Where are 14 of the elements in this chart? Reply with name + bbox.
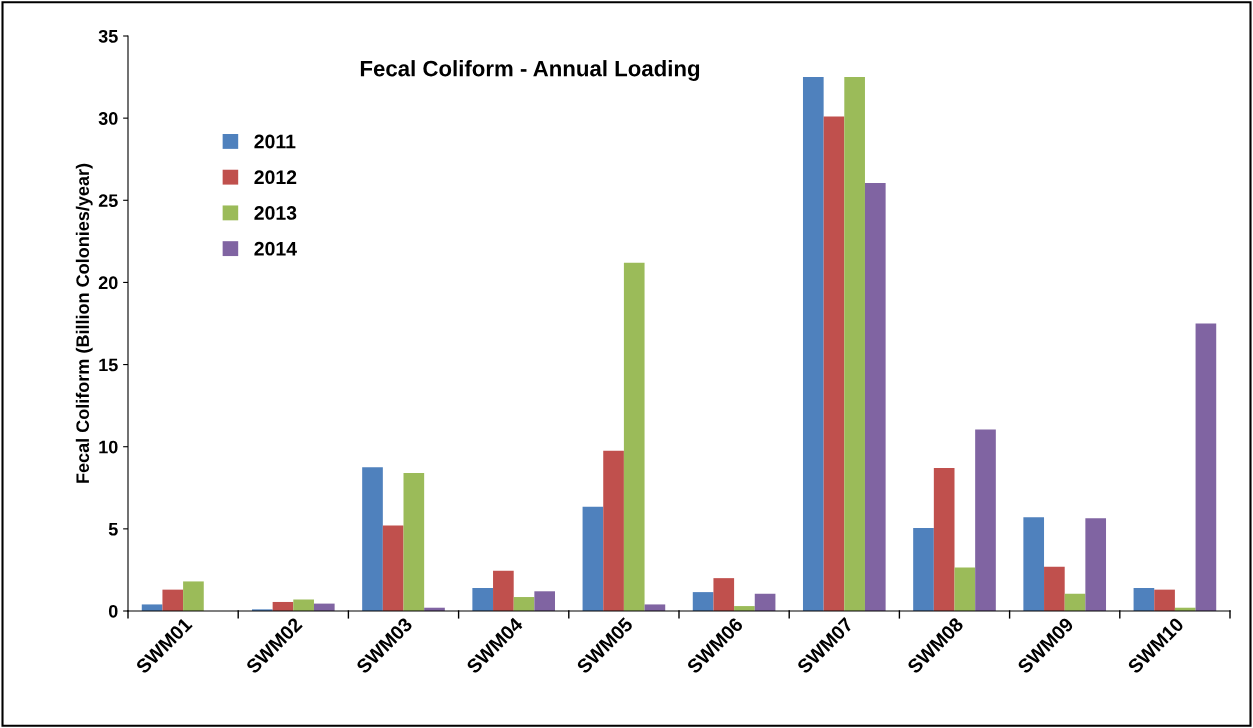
- y-tick-label: 30: [98, 112, 118, 125]
- y-tick-label: 15: [99, 358, 118, 372]
- y-tick-label: 5: [108, 522, 118, 536]
- legend-label: 2013: [254, 206, 297, 220]
- y-tick-label: 20: [98, 276, 118, 290]
- legend-label: 2014: [254, 241, 297, 256]
- y-tick-label: 25: [98, 194, 118, 208]
- y-tick-label: 35: [98, 29, 118, 43]
- y-tick-label: 10: [99, 440, 118, 454]
- legend-label: 2012: [254, 170, 297, 185]
- text: Fecal Coliform - Annual Loading: [360, 60, 700, 81]
- y-axis-title: Fecal Coliform (Billion Colonies/year): [75, 163, 93, 483]
- legend-label: 2011: [254, 134, 296, 149]
- y-tick-label: 0: [108, 604, 118, 618]
